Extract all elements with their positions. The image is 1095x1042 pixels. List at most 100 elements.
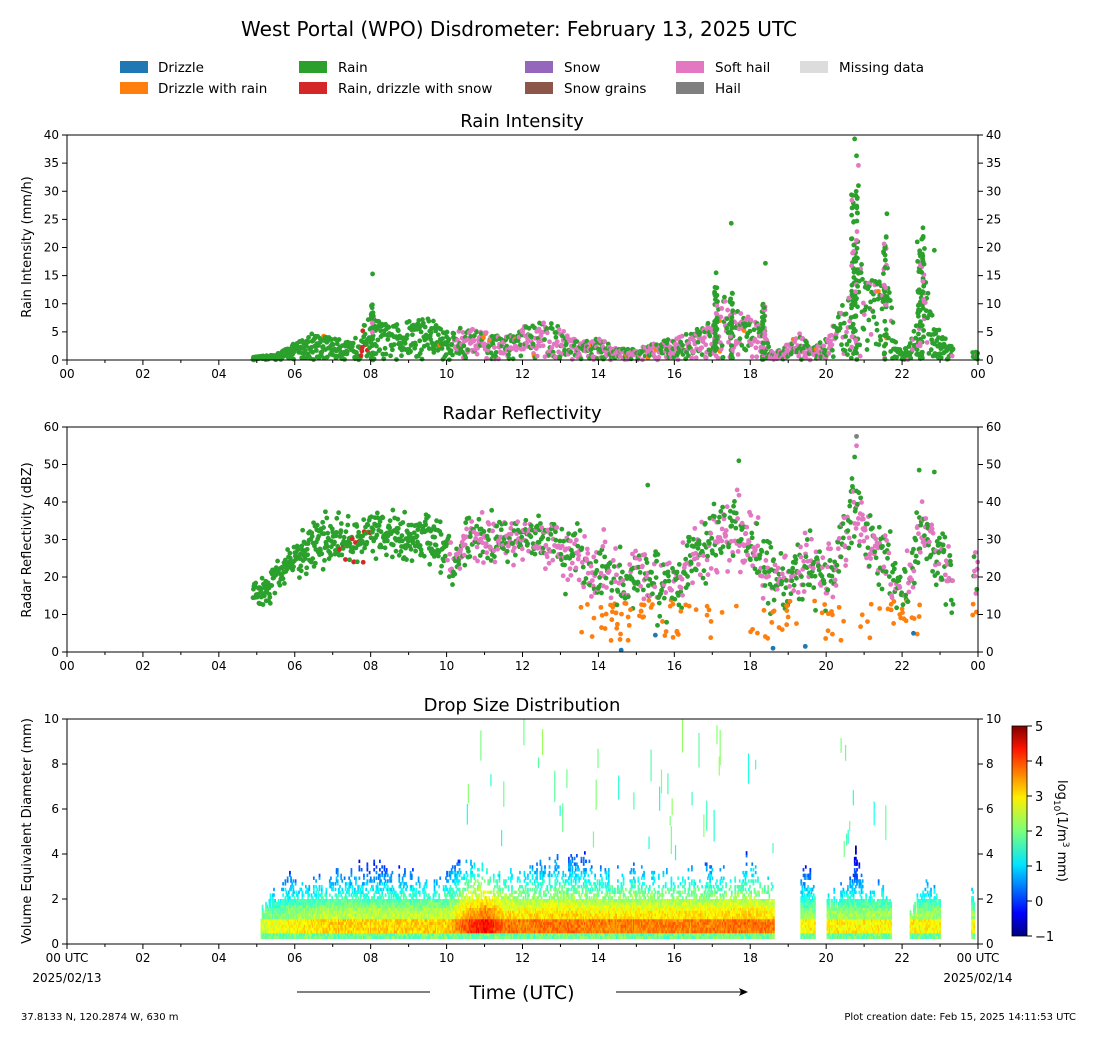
rain-intensity-point	[928, 347, 934, 353]
rain-intensity-point	[344, 349, 350, 355]
reflectivity-point	[662, 633, 668, 638]
rain-intensity-point	[916, 302, 922, 308]
reflectivity-point	[949, 610, 955, 616]
reflectivity-point	[413, 548, 419, 554]
reflectivity-point	[384, 552, 389, 558]
rain-intensity-point	[920, 289, 926, 295]
reflectivity-point	[569, 560, 575, 566]
reflectivity-point	[897, 574, 903, 580]
reflectivity-point	[864, 535, 870, 540]
reflectivity-point	[615, 589, 621, 594]
rain-intensity-point	[748, 317, 754, 323]
reflectivity-point	[830, 631, 835, 637]
reflectivity-point	[304, 546, 310, 552]
reflectivity-point	[613, 610, 619, 616]
rain-intensity-point	[856, 162, 861, 168]
reflectivity-point	[787, 584, 792, 589]
reflectivity-point	[591, 615, 597, 621]
reflectivity-point	[776, 625, 782, 630]
y-tick-label-right: 25	[986, 212, 1001, 226]
reflectivity-point	[566, 531, 572, 537]
rain-intensity-point	[443, 352, 449, 358]
reflectivity-point	[321, 525, 326, 530]
reflectivity-point	[489, 507, 495, 513]
reflectivity-point	[332, 539, 337, 545]
x-tick-label: 10	[439, 367, 454, 381]
rain-intensity-point	[881, 249, 886, 255]
rain-intensity-point	[377, 347, 383, 353]
rain-intensity-point	[861, 312, 867, 317]
rain-intensity-point	[860, 276, 865, 282]
rain-intensity-point	[399, 353, 404, 359]
reflectivity-point	[856, 543, 862, 548]
reflectivity-point	[578, 604, 584, 610]
rain-intensity-point	[492, 345, 497, 350]
rain-intensity-point	[391, 342, 397, 347]
rain-intensity-point	[656, 354, 662, 360]
reflectivity-point	[911, 630, 916, 636]
reflectivity-point	[582, 533, 587, 539]
drop-size-marks	[260, 719, 976, 939]
rain-intensity-point	[561, 329, 567, 334]
rain-intensity-point	[439, 346, 445, 351]
reflectivity-point	[305, 552, 311, 558]
reflectivity-point	[389, 554, 395, 560]
reflectivity-point	[738, 536, 744, 542]
reflectivity-point	[325, 530, 331, 536]
reflectivity-point	[320, 519, 326, 525]
y-tick-label: 50	[44, 458, 59, 472]
reflectivity-point	[826, 541, 832, 547]
reflectivity-point	[897, 585, 903, 590]
rain-intensity-point	[362, 323, 367, 328]
rain-intensity-point	[942, 336, 948, 342]
rain-intensity-point	[544, 330, 550, 336]
reflectivity-point	[748, 629, 753, 635]
reflectivity-point	[775, 565, 781, 571]
reflectivity-point	[902, 569, 908, 574]
rain-intensity-point	[859, 262, 864, 267]
reflectivity-point	[599, 590, 604, 596]
rain-intensity-point	[463, 355, 469, 361]
reflectivity-point	[536, 513, 541, 519]
reflectivity-point	[714, 569, 720, 575]
rain-intensity-point	[524, 340, 530, 346]
rain-intensity-point	[893, 339, 899, 345]
reflectivity-point	[813, 607, 818, 613]
rain-intensity-point	[931, 247, 937, 253]
legend-swatch-rain	[299, 61, 327, 73]
reflectivity-point	[923, 516, 929, 521]
reflectivity-point	[840, 521, 846, 527]
reflectivity-point	[579, 545, 585, 551]
reflectivity-point	[840, 535, 846, 541]
x-tick-label: 16	[667, 659, 682, 673]
reflectivity-point	[927, 539, 932, 545]
rain-intensity-point	[849, 334, 855, 339]
rain-intensity-point	[887, 298, 893, 303]
reflectivity-point	[705, 572, 711, 578]
reflectivity-point	[846, 545, 852, 551]
reflectivity-point	[886, 542, 891, 548]
reflectivity-point	[860, 516, 866, 522]
rain-intensity-point	[889, 305, 895, 311]
reflectivity-point	[432, 534, 438, 540]
reflectivity-point	[456, 561, 462, 567]
rain-intensity-point	[416, 317, 422, 323]
reflectivity-point	[563, 591, 568, 597]
reflectivity-point	[865, 619, 870, 625]
rain-intensity-point	[532, 325, 537, 331]
rain-intensity-point	[728, 220, 734, 226]
rain-intensity-point	[394, 322, 400, 327]
rain-intensity-point	[719, 306, 725, 311]
reflectivity-point	[916, 614, 922, 619]
reflectivity-point	[707, 540, 712, 546]
reflectivity-point	[732, 499, 737, 504]
reflectivity-point	[767, 540, 772, 546]
x-tick-label: 02	[135, 659, 150, 673]
reflectivity-point	[693, 607, 699, 613]
reflectivity-point	[862, 527, 868, 533]
rain-intensity-point	[378, 328, 383, 334]
reflectivity-point	[448, 540, 454, 545]
rain-intensity-point	[703, 342, 709, 348]
rain-intensity-point	[919, 269, 925, 275]
rain-intensity-point	[735, 352, 741, 357]
